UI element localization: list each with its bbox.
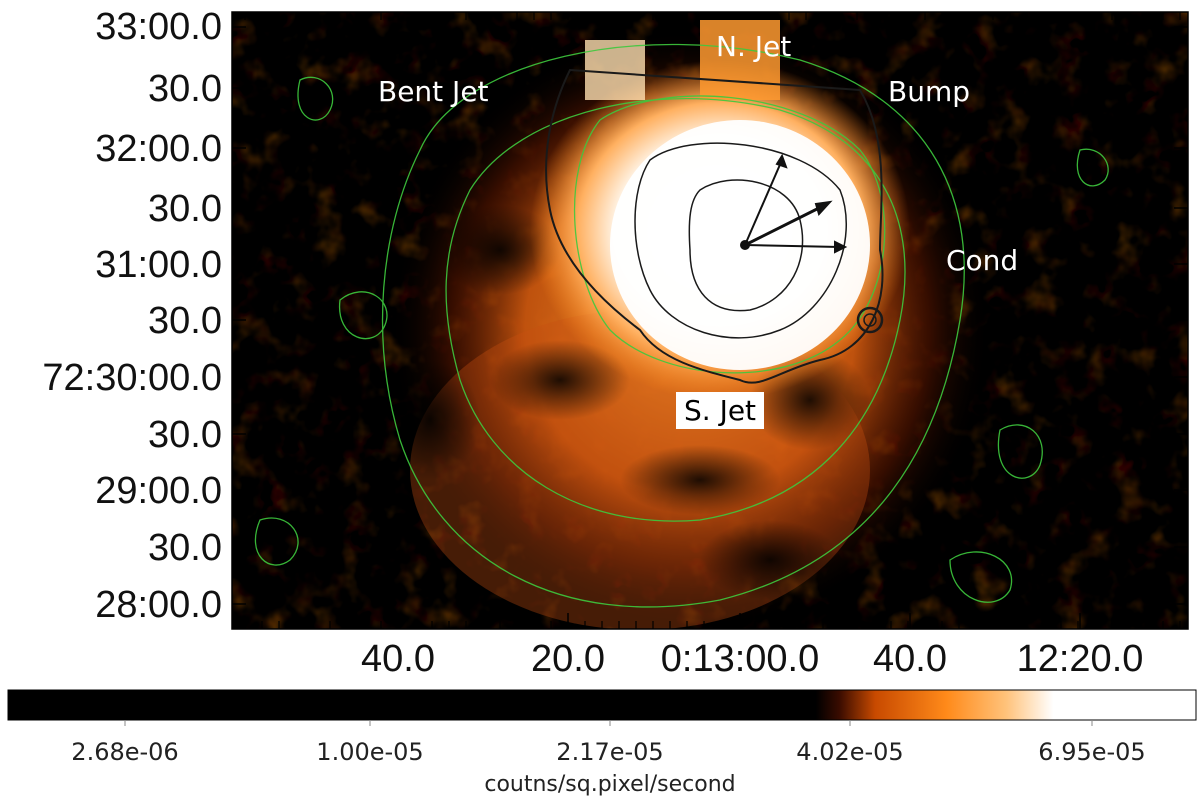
- colorbar-tick-label: 1.00e-05: [316, 738, 424, 766]
- colorbar: [7, 689, 1197, 726]
- ra-tick-label: 40.0: [873, 638, 947, 680]
- dec-tick-label: 30.0: [148, 527, 222, 569]
- dec-tick-label: 30.0: [148, 414, 222, 456]
- dec-tick-label: 31:00.0: [95, 244, 222, 286]
- dec-tick-label: 30.0: [148, 188, 222, 230]
- dec-tick-label: 30.0: [148, 300, 222, 342]
- ra-tick-label: 40.0: [361, 638, 435, 680]
- dec-tick-label: 32:00.0: [95, 128, 222, 170]
- dec-tick-label: 30.0: [148, 68, 222, 110]
- ra-tick-label: 12:20.0: [1016, 638, 1144, 680]
- dec-tick-label: 72:30:00.0: [42, 357, 222, 399]
- annotation-bump: Bump: [888, 75, 971, 108]
- ra-tick-label: 20.0: [531, 638, 605, 680]
- colorbar-tick-label: 2.17e-05: [556, 738, 664, 766]
- ra-tick-label: 0:13:00.0: [660, 638, 820, 680]
- dec-tick-label: 33:00.0: [95, 6, 222, 48]
- annotation-s-jet: S. Jet: [676, 392, 765, 429]
- dec-tick-label: 28:00.0: [95, 584, 222, 626]
- annotation-cond: Cond: [946, 244, 1019, 277]
- colorbar-units-label: coutns/sq.pixel/second: [484, 772, 736, 797]
- colorbar-tick-label: 4.02e-05: [796, 738, 904, 766]
- dec-tick-label: 29:00.0: [95, 470, 222, 512]
- annotation-n-jet: N. Jet: [716, 30, 792, 63]
- annotation-bent-jet: Bent Jet: [378, 75, 489, 108]
- colorbar-tick-label: 6.95e-05: [1038, 738, 1146, 766]
- colorbar-tick-label: 2.68e-06: [71, 738, 179, 766]
